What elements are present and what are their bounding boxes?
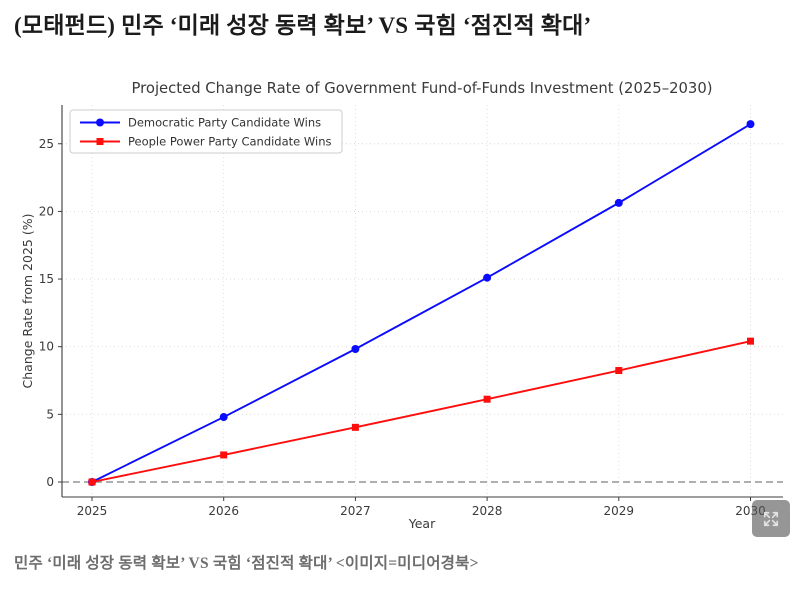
chart-svg: 2025 2026 2027 2028 2029 20300510152025Democr… — [20, 80, 783, 531]
x-axis-label: Year — [408, 516, 436, 531]
x-tick-label: 2025 — [77, 504, 108, 518]
article-headline: (모태펀드) 민주 ‘미래 성장 동력 확보’ VS 국힘 ‘점진적 확대’ — [14, 13, 592, 38]
data-point-circle — [219, 413, 228, 422]
legend-marker-square — [96, 138, 104, 145]
expand-arrows-icon — [761, 509, 781, 529]
legend-box — [69, 109, 343, 154]
series-line-democratic — [91, 123, 751, 483]
legend-label: Democratic Party Candidate Wins — [128, 116, 321, 130]
x-tick-label: 2028 — [472, 504, 503, 518]
chart-figure: 2025 2026 2027 2028 2029 2030 0 5 10 15 20 25 Democr… — [20, 72, 795, 540]
y-tick-label: 5 — [46, 407, 54, 421]
y-tick-label: 20 — [39, 204, 54, 218]
y-tick-label: 15 — [39, 272, 54, 286]
data-point-circle — [614, 198, 623, 207]
y-axis-label: Change Rate from 2025 (%) — [20, 214, 35, 389]
series-line-people-power — [91, 340, 751, 483]
image-caption: 민주 ‘미래 성장 동력 확보’ VS 국힘 ‘점진적 확대’ <이미지=미디어… — [14, 555, 479, 572]
x-tick-label: 2029 — [604, 504, 635, 518]
y-tick-label: 10 — [39, 340, 54, 354]
data-point-square — [88, 478, 96, 486]
data-point-square — [220, 451, 228, 459]
legend-marker-circle — [96, 118, 104, 127]
data-point-circle — [483, 273, 492, 282]
data-point-square — [747, 337, 754, 345]
data-point-square — [351, 423, 359, 431]
data-point-circle — [351, 345, 360, 354]
legend-label: People Power Party Candidate Wins — [128, 135, 332, 149]
x-tick-label: 2027 — [340, 504, 371, 518]
data-point-square — [483, 395, 491, 403]
data-point-square — [615, 367, 623, 375]
chart-title: Projected Change Rate of Government Fund… — [131, 80, 712, 97]
y-tick-label: 0 — [46, 475, 54, 489]
y-tick-label: 25 — [39, 137, 54, 151]
x-tick-label: 2026 — [208, 504, 239, 518]
expand-image-button[interactable] — [752, 500, 790, 537]
data-point-circle — [746, 120, 755, 129]
